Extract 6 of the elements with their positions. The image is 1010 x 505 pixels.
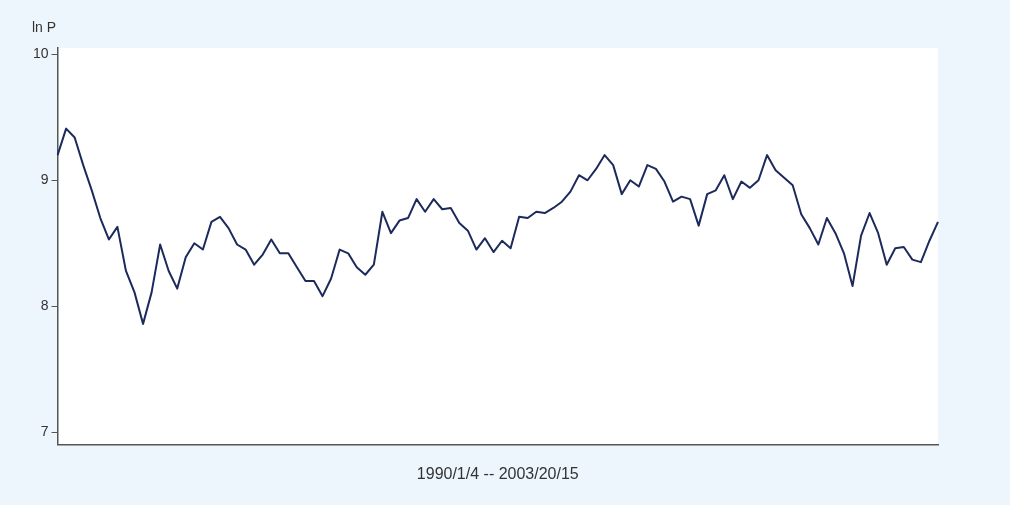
x-axis-title: 1990/1/4 -- 2003/20/15 [416,464,579,482]
y-tick-label: 8 [40,297,49,314]
y-tick-label: 9 [40,171,49,188]
y-tick-label: 7 [40,423,49,440]
y-axis-title: ln P [32,18,57,35]
y-tick-label: 10 [32,45,49,62]
